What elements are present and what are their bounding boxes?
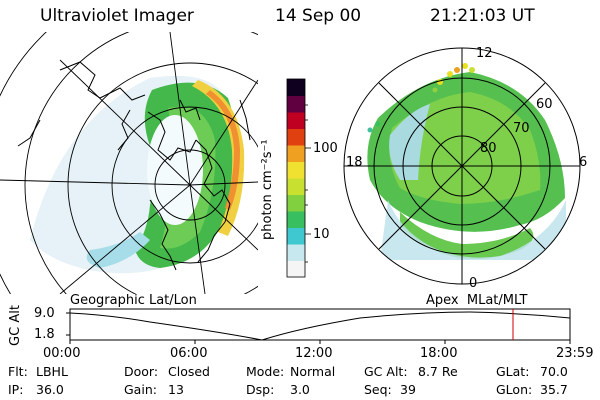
mlt-label-18: 18 (346, 155, 363, 170)
time-tick-2359: 23:59 (556, 346, 594, 361)
mlt-label-12: 12 (476, 46, 493, 61)
gcalt-value: 8.7 Re (418, 364, 458, 379)
altitude-ytick-9: 9.0 (34, 306, 55, 321)
dsp-value: 3.0 (290, 382, 310, 397)
mode-value: Normal (290, 364, 336, 379)
altitude-curve (69, 311, 571, 341)
ip-label: IP: (8, 382, 24, 397)
altitude-ylabel: GC Alt (7, 305, 23, 346)
altitude-ytick-1-8: 1.8 (34, 327, 55, 342)
observation-time: 21:21:03 UT (430, 6, 535, 26)
colorbar-segment (287, 260, 305, 278)
seq-label: Seq: (364, 382, 392, 397)
gain-label: Gain: (124, 382, 157, 397)
door-label: Door: (124, 364, 159, 379)
colorbar-segment (287, 194, 305, 212)
geographic-caption: Geographic Lat/Lon (70, 293, 197, 308)
time-tick-1200: 12:00 (295, 346, 333, 361)
colorbar-segment (287, 112, 305, 129)
nightside-oval (400, 212, 534, 259)
time-tick-0600: 06:00 (170, 346, 208, 361)
colorbar (286, 78, 311, 278)
glon-label: GLon: (496, 382, 533, 397)
gcalt-label: GC Alt: (364, 364, 408, 379)
mlt-label-6: 6 (579, 155, 588, 170)
flt-label: Flt: (8, 364, 28, 379)
instrument-title: Ultraviolet Imager (40, 6, 194, 26)
colorbar-tick-10: 10 (313, 227, 330, 242)
observation-date: 14 Sep 00 (275, 6, 362, 26)
colorbar-segment (287, 79, 305, 96)
colorbar-segment (287, 128, 305, 146)
glon-value: 35.7 (540, 382, 568, 397)
dsp-label: Dsp: (246, 382, 275, 397)
mlt-label-0: 0 (469, 276, 478, 291)
magnetic-caption: Apex MLat/MLT (426, 293, 528, 308)
colorbar-segment (287, 178, 305, 195)
colorbar-segment (287, 227, 305, 245)
glat-label: GLat: (496, 364, 530, 379)
colorbar-segment (287, 145, 305, 162)
time-tick-0000: 00:00 (43, 346, 81, 361)
altitude-plot (66, 308, 571, 344)
glat-value: 70.0 (540, 364, 568, 379)
colorbar-unit-label: photon cm⁻²s⁻¹ (260, 139, 275, 240)
door-value: Closed (168, 364, 210, 379)
colorbar-tick-100: 100 (313, 141, 338, 156)
latitude-circles (0, 32, 258, 294)
coastlines (17, 61, 251, 271)
colorbar-segment (287, 95, 305, 113)
longitude-lines (0, 32, 258, 294)
dayside-bright-core (206, 90, 240, 210)
colorbar-segment (287, 161, 305, 179)
flt-value: LBHL (36, 364, 68, 379)
seq-value: 39 (400, 382, 416, 397)
lat-label-60: 60 (536, 97, 553, 112)
mode-label: Mode: (246, 364, 285, 379)
geographic-map (0, 32, 258, 294)
time-tick-1800: 18:00 (420, 346, 458, 361)
gain-value: 13 (168, 382, 184, 397)
ip-value: 36.0 (36, 382, 64, 397)
lat-label-70: 70 (513, 121, 530, 136)
magnetic-polar-plot (343, 47, 581, 285)
lat-label-80: 80 (480, 141, 497, 156)
colorbar-segment (287, 211, 305, 228)
colorbar-segment (287, 244, 305, 261)
